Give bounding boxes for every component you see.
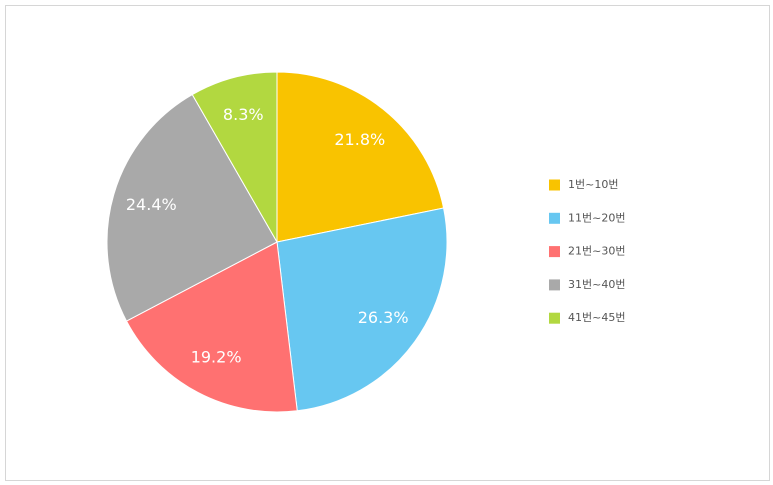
pie-slice: [276, 207, 448, 412]
legend-label: 41번~45번: [568, 311, 625, 324]
pie-slice: [125, 241, 298, 413]
value-label: 8.3%: [223, 105, 264, 124]
legend-swatch: [549, 312, 560, 324]
legend-label: 21번~30번: [568, 245, 625, 258]
legend-label: 31번~40번: [568, 278, 625, 291]
pie-slice: [191, 71, 278, 244]
value-label: 26.3%: [358, 308, 409, 327]
legend-swatch: [549, 246, 560, 258]
legend-label: 1번~10번: [568, 178, 618, 191]
value-label: 21.8%: [334, 130, 385, 149]
legend-label: 11번~20번: [568, 211, 625, 224]
value-label: 19.2%: [191, 347, 242, 366]
pie-slice: [106, 93, 278, 322]
pie-slice: [276, 71, 445, 243]
legend-swatch: [549, 212, 560, 224]
legend-swatch: [549, 179, 560, 191]
legend-swatch: [549, 279, 560, 291]
value-label: 24.4%: [126, 195, 177, 214]
